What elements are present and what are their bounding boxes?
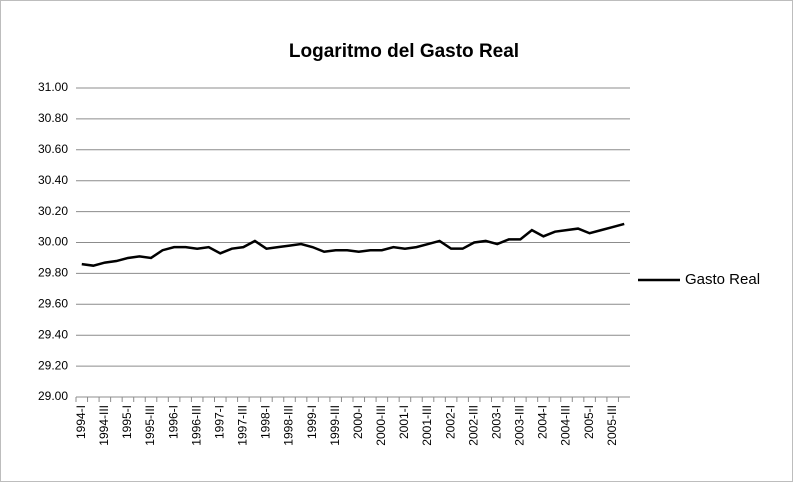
x-tick-label: 1995-I — [120, 405, 134, 439]
x-tick-label: 1994-I — [74, 405, 88, 439]
chart-title: Logaritmo del Gasto Real — [289, 41, 519, 62]
y-tick-label: 30.80 — [38, 111, 68, 125]
x-tick-label: 2004-III — [559, 405, 573, 446]
x-tick-label: 1997-III — [236, 405, 250, 446]
x-tick-label: 2003-I — [489, 405, 503, 439]
x-tick-label: 2002-III — [466, 405, 480, 446]
y-tick-label: 29.60 — [38, 296, 68, 310]
x-tick-label: 2005-III — [605, 405, 619, 446]
x-tick-label: 2000-I — [351, 405, 365, 439]
x-tick-label: 2002-I — [443, 405, 457, 439]
y-tick-label: 30.00 — [38, 235, 68, 249]
x-tick-label: 2001-III — [420, 405, 434, 446]
x-tick-label: 2004-I — [536, 405, 550, 439]
data-line — [81, 222, 625, 267]
x-tick-label: 2001-I — [397, 405, 411, 439]
x-tick-label: 1994-III — [97, 405, 111, 446]
y-tick-label: 29.40 — [38, 327, 68, 341]
legend-label: Gasto Real — [685, 271, 760, 288]
x-tick-label: 1999-III — [328, 405, 342, 446]
y-tick-label: 29.00 — [38, 389, 68, 403]
y-tick-label: 30.60 — [38, 142, 68, 156]
x-tick-label: 1996-I — [166, 405, 180, 439]
y-tick-label: 30.40 — [38, 173, 68, 187]
y-tick-label: 29.80 — [38, 266, 68, 280]
y-tick-label: 31.00 — [38, 80, 68, 94]
x-tick-label: 1998-I — [259, 405, 273, 439]
x-tick-label: 2003-III — [513, 405, 527, 446]
x-tick-label: 2000-III — [374, 405, 388, 446]
y-tick-label: 30.20 — [38, 204, 68, 218]
x-tick-label: 1997-I — [212, 405, 226, 439]
y-tick-label: 29.20 — [38, 358, 68, 372]
x-tick-label: 1995-III — [143, 405, 157, 446]
x-tick-label: 1996-III — [189, 405, 203, 446]
x-tick-label: 2005-I — [582, 405, 596, 439]
x-tick-label: 1998-III — [282, 405, 296, 446]
x-tick-label: 1999-I — [305, 405, 319, 439]
